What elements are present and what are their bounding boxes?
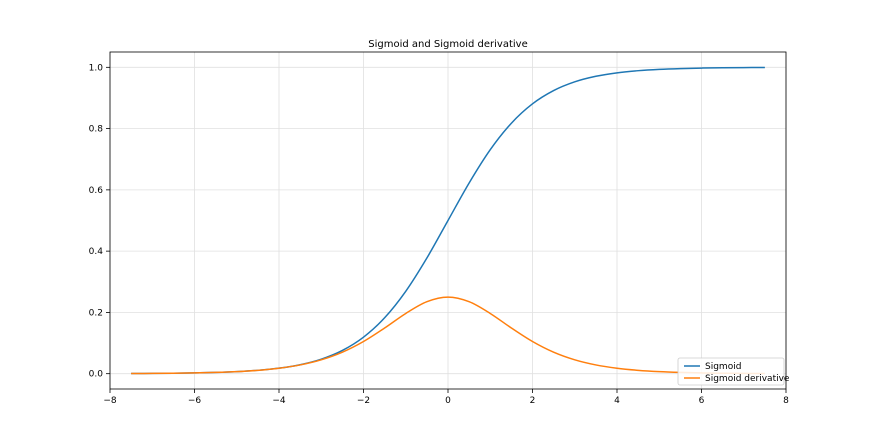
legend-box (677, 357, 785, 386)
legend-label-sigmoid: Sigmoid (705, 362, 741, 372)
x-tick-label: −2 (357, 396, 370, 406)
y-tick-label: 0.4 (89, 247, 104, 257)
axis-ticks: −8 −6 −4 −2 0 2 4 6 8 0.0 0.2 0.4 0.6 0.8 1.0 (89, 63, 789, 406)
x-tick-label: 4 (614, 396, 620, 406)
x-tick-label: 0 (445, 396, 451, 406)
x-tick-label: −4 (272, 396, 286, 406)
x-tick-label: −8 (103, 396, 117, 406)
y-tick-label: 1.0 (89, 63, 104, 73)
series-lines (131, 66, 765, 375)
chart-title: Sigmoid and Sigmoid derivative (368, 39, 527, 50)
legend-label-sigmoid-derivative: Sigmoid derivative (705, 374, 790, 384)
y-tick-label: 0.2 (89, 308, 103, 318)
legend: Sigmoid Sigmoid derivative (677, 357, 790, 386)
y-tick-label: 0.6 (89, 186, 104, 196)
x-tick-label: 2 (530, 396, 536, 406)
y-tick-label: 0.0 (89, 370, 104, 380)
x-tick-label: 8 (783, 396, 789, 406)
x-tick-label: 6 (699, 396, 705, 406)
y-tick-label: 0.8 (89, 125, 104, 135)
series-line-sigmoid-derivative (131, 296, 765, 375)
x-tick-label: −6 (188, 396, 202, 406)
